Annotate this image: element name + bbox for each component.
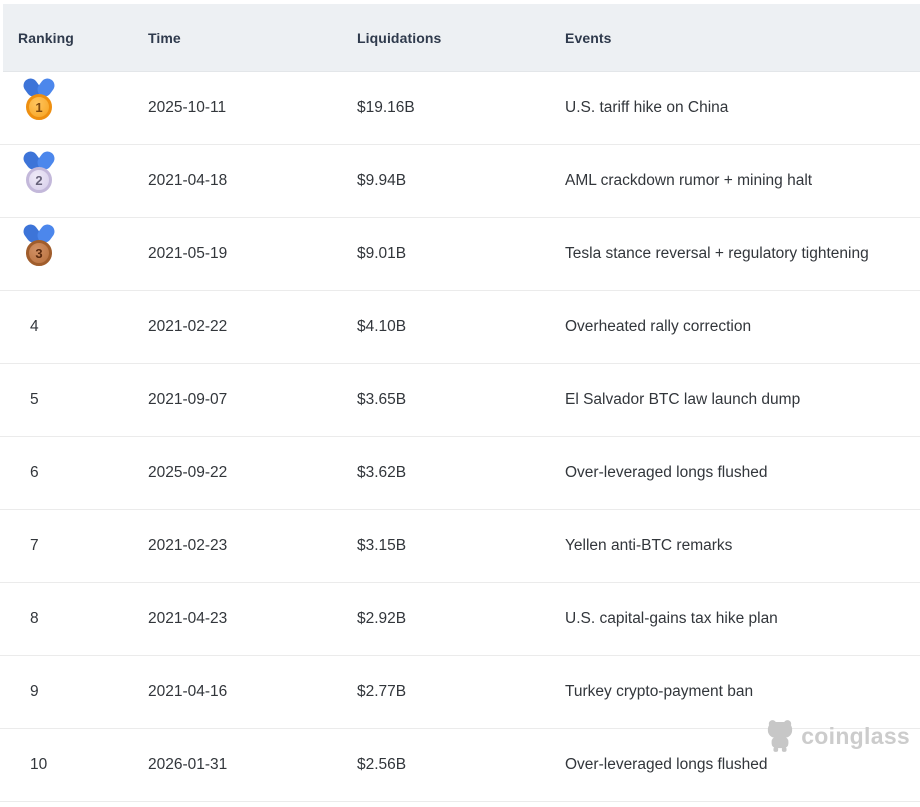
table-row: 9 2021-04-16 $2.77B Turkey crypto-paymen… <box>0 656 920 729</box>
column-header-time: Time <box>148 29 181 46</box>
rank-cell: 2 <box>18 148 148 211</box>
liquidations-cell: $3.15B <box>357 537 407 554</box>
liquidations-cell: $19.16B <box>357 99 415 116</box>
table-row: 2 2021-04-18 $9.94B AML crackdown rumor … <box>0 145 920 218</box>
time-cell: 2021-02-22 <box>148 318 228 335</box>
time-cell: 2025-10-11 <box>148 99 227 116</box>
events-cell: U.S. tariff hike on China <box>565 99 729 116</box>
medal-icon: 1 <box>20 75 58 120</box>
liquidations-cell: $3.62B <box>357 464 407 481</box>
medal-number: 2 <box>26 167 52 193</box>
rank-cell: 9 <box>18 683 148 701</box>
rank-number: 5 <box>30 391 39 408</box>
column-header-liquidations: Liquidations <box>357 29 442 46</box>
medal-icon: 3 <box>20 221 58 266</box>
time-cell: 2021-09-07 <box>148 391 228 408</box>
column-header-events: Events <box>565 29 612 46</box>
time-cell: 2025-09-22 <box>148 464 228 481</box>
liquidations-cell: $2.92B <box>357 610 407 627</box>
rank-cell: 3 <box>18 221 148 284</box>
rank-cell: 10 <box>18 756 148 774</box>
events-cell: El Salvador BTC law launch dump <box>565 391 801 408</box>
liquidations-cell: $3.65B <box>357 391 407 408</box>
table-row: 1 2025-10-11 $19.16B U.S. tariff hike on… <box>0 72 920 145</box>
rank-number: 6 <box>30 464 39 481</box>
table-body: 1 2025-10-11 $19.16B U.S. tariff hike on… <box>0 72 920 802</box>
table-row: 6 2025-09-22 $3.62B Over-leveraged longs… <box>0 437 920 510</box>
rank-cell: 6 <box>18 464 148 482</box>
rank-number: 9 <box>30 683 39 700</box>
table-row: 5 2021-09-07 $3.65B El Salvador BTC law … <box>0 364 920 437</box>
rank-number: 10 <box>30 756 48 773</box>
events-cell: Over-leveraged longs flushed <box>565 756 768 773</box>
medal-number: 3 <box>26 240 52 266</box>
events-cell: U.S. capital-gains tax hike plan <box>565 610 778 627</box>
rank-number: 7 <box>30 537 39 554</box>
rank-number: 8 <box>30 610 39 627</box>
time-cell: 2026-01-31 <box>148 756 228 773</box>
events-cell: Yellen anti-BTC remarks <box>565 537 733 554</box>
time-cell: 2021-04-23 <box>148 610 228 627</box>
liquidations-cell: $4.10B <box>357 318 407 335</box>
rank-cell: 4 <box>18 318 148 336</box>
table-row: 8 2021-04-23 $2.92B U.S. capital-gains t… <box>0 583 920 656</box>
table-row: 3 2021-05-19 $9.01B Tesla stance reversa… <box>0 218 920 291</box>
rank-cell: 8 <box>18 610 148 628</box>
time-cell: 2021-02-23 <box>148 537 228 554</box>
events-cell: AML crackdown rumor + mining halt <box>565 172 813 189</box>
time-cell: 2021-04-18 <box>148 172 228 189</box>
events-cell: Turkey crypto-payment ban <box>565 683 754 700</box>
table-row: 7 2021-02-23 $3.15B Yellen anti-BTC rema… <box>0 510 920 583</box>
table-row: 4 2021-02-22 $4.10B Overheated rally cor… <box>0 291 920 364</box>
rank-number <box>18 266 30 283</box>
column-header-ranking: Ranking <box>18 29 74 46</box>
rank-number: 4 <box>30 318 39 335</box>
liquidations-cell: $2.56B <box>357 756 407 773</box>
rank-cell: 5 <box>18 391 148 409</box>
medal-number: 1 <box>26 94 52 120</box>
events-cell: Overheated rally correction <box>565 318 752 335</box>
time-cell: 2021-04-16 <box>148 683 228 700</box>
liquidations-cell: $9.94B <box>357 172 407 189</box>
time-cell: 2021-05-19 <box>148 245 228 262</box>
liquidations-ranking-table: Ranking Time Liquidations Events 1 2025-… <box>0 4 920 802</box>
table-row: 10 2026-01-31 $2.56B Over-leveraged long… <box>0 729 920 802</box>
table-header-row: Ranking Time Liquidations Events <box>3 4 920 72</box>
rank-number <box>18 120 30 137</box>
liquidations-cell: $2.77B <box>357 683 407 700</box>
rank-number <box>18 193 30 210</box>
events-cell: Over-leveraged longs flushed <box>565 464 768 481</box>
rank-cell: 7 <box>18 537 148 555</box>
liquidations-cell: $9.01B <box>357 245 407 262</box>
rank-cell: 1 <box>18 75 148 138</box>
events-cell: Tesla stance reversal + regulatory tight… <box>565 245 869 262</box>
medal-icon: 2 <box>20 148 58 193</box>
